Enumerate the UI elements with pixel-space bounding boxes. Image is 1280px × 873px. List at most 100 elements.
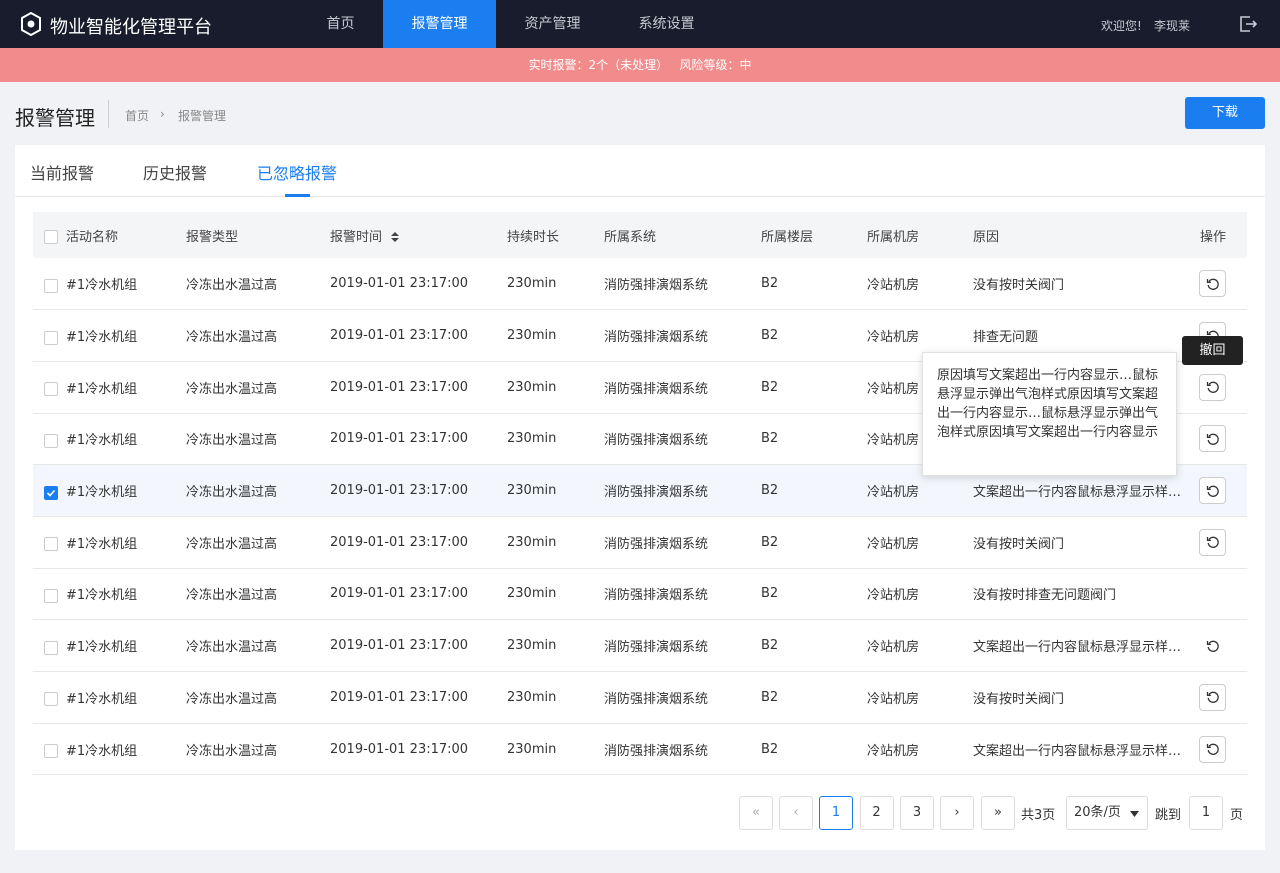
checkbox[interactable] bbox=[44, 433, 58, 448]
undo-button[interactable] bbox=[1199, 270, 1226, 298]
undo-icon bbox=[1206, 536, 1219, 549]
page-button[interactable]: ‹ bbox=[779, 796, 813, 830]
cell: 2019-01-01 23:17:00 bbox=[330, 619, 507, 672]
cell-text: B2 bbox=[761, 379, 779, 395]
nav-item[interactable]: 系统设置 bbox=[638, 16, 695, 32]
cell-text: 消防强排演烟系统 bbox=[604, 433, 709, 449]
page-total: 共3页 bbox=[1021, 808, 1056, 823]
cell: 230min bbox=[507, 413, 604, 466]
cell: 没有按时关阀门 bbox=[973, 258, 1190, 311]
cell: B2 bbox=[761, 361, 867, 414]
cell-text: 230min bbox=[507, 534, 557, 550]
logout-icon[interactable] bbox=[1238, 14, 1258, 34]
cell-text: 冷冻出水温过高 bbox=[186, 743, 278, 759]
cell-text: 消防强排演烟系统 bbox=[604, 381, 709, 397]
cell-text: 消防强排演烟系统 bbox=[604, 743, 709, 759]
cell-text: 230min bbox=[507, 586, 557, 602]
undo-button[interactable] bbox=[1199, 425, 1226, 453]
checkbox[interactable] bbox=[44, 230, 58, 244]
table-row: #1冷水机组 冷冻出水温过高 2019-01-01 23:17:00 230min 消防… bbox=[33, 516, 1247, 569]
cell: B2 bbox=[761, 258, 867, 311]
cell: 冷冻出水温过高 bbox=[186, 309, 330, 362]
cell: B2 bbox=[761, 568, 867, 621]
undo-button[interactable] bbox=[1199, 373, 1226, 401]
cell-text: 文案超出一行内容鼠标悬浮显示样… bbox=[973, 485, 1182, 501]
cell: 冷站机房 bbox=[867, 619, 973, 672]
cell: 冷站机房 bbox=[867, 723, 973, 776]
column-header: 所属系统 bbox=[604, 212, 761, 258]
table-row: #1冷水机组 冷冻出水温过高 2019-01-01 23:17:00 230min 消防… bbox=[33, 568, 1247, 621]
cell: 冷冻出水温过高 bbox=[186, 568, 330, 621]
checkbox[interactable] bbox=[44, 640, 58, 655]
cell-text: 冷站机房 bbox=[867, 278, 920, 294]
breadcrumb[interactable]: 首页 bbox=[125, 109, 150, 123]
column-title: 所属楼层 bbox=[761, 229, 814, 245]
undo-button[interactable] bbox=[1199, 528, 1226, 556]
checkbox[interactable] bbox=[44, 382, 58, 397]
column-title: 报警时间 bbox=[330, 229, 383, 245]
column-header: 所属机房 bbox=[867, 212, 973, 258]
checkbox[interactable] bbox=[44, 537, 58, 552]
checkbox[interactable] bbox=[44, 485, 58, 500]
checkbox[interactable] bbox=[44, 744, 58, 759]
checkbox[interactable] bbox=[44, 278, 58, 293]
checkbox[interactable] bbox=[44, 588, 58, 603]
jump-input[interactable]: 1 bbox=[1189, 796, 1223, 830]
cell-text: 2019-01-01 23:17:00 bbox=[330, 276, 469, 292]
tab[interactable]: 已忽略报警 bbox=[257, 164, 338, 183]
cell: 消防强排演烟系统 bbox=[604, 516, 761, 569]
nav-item[interactable]: 资产管理 bbox=[524, 16, 581, 32]
action-cell bbox=[1190, 723, 1247, 776]
column-title: 所属系统 bbox=[604, 229, 657, 245]
column-title: 活动名称 bbox=[66, 229, 119, 245]
tab-indicator bbox=[285, 194, 310, 197]
cell: B2 bbox=[761, 413, 867, 466]
page-unit: 页 bbox=[1230, 808, 1244, 823]
page-button[interactable]: 2 bbox=[859, 796, 894, 830]
page-button[interactable]: » bbox=[981, 796, 1015, 830]
page-button[interactable]: « bbox=[739, 796, 773, 830]
page-button[interactable]: › bbox=[940, 796, 974, 830]
breadcrumb-sep: › bbox=[160, 107, 165, 121]
cell-text: 消防强排演烟系统 bbox=[604, 278, 709, 294]
nav-item[interactable]: 报警管理 bbox=[383, 0, 496, 48]
column-header: 报警时间 bbox=[330, 212, 507, 258]
cell: 冷冻出水温过高 bbox=[186, 671, 330, 724]
welcome: 欢迎您! bbox=[1101, 19, 1142, 33]
undo-button[interactable] bbox=[1199, 477, 1226, 505]
page-button[interactable]: 1 bbox=[819, 796, 853, 830]
cell-text: B2 bbox=[761, 638, 779, 654]
cell-text: 排查无问题 bbox=[973, 330, 1039, 346]
sort-icon[interactable] bbox=[390, 231, 400, 243]
cell: 冷站机房 bbox=[867, 516, 973, 569]
nav-item[interactable]: 首页 bbox=[326, 16, 355, 32]
cell: B2 bbox=[761, 671, 867, 724]
cell-text: B2 bbox=[761, 741, 779, 757]
page-button[interactable]: 3 bbox=[900, 796, 934, 830]
cell: 230min bbox=[507, 258, 604, 311]
cell-text: 230min bbox=[507, 638, 557, 654]
cell-text: #1冷水机组 bbox=[66, 485, 138, 501]
column-header: 所属楼层 bbox=[761, 212, 867, 258]
alert-risk: 风险等级：中 bbox=[679, 58, 752, 72]
download-button[interactable]: 下载 bbox=[1185, 97, 1265, 129]
cell: 消防强排演烟系统 bbox=[604, 258, 761, 311]
undo-button[interactable] bbox=[1199, 632, 1226, 660]
undo-button[interactable] bbox=[1199, 735, 1226, 763]
action-tooltip: 撤回 bbox=[1182, 336, 1243, 365]
cell-text: 230min bbox=[507, 328, 557, 344]
column-header: 报警类型 bbox=[186, 212, 330, 258]
page-size-select[interactable]: 20条/页 bbox=[1066, 796, 1148, 830]
cell: 消防强排演烟系统 bbox=[604, 723, 761, 776]
column-title: 报警类型 bbox=[186, 229, 239, 245]
cell: #1冷水机组 bbox=[33, 568, 186, 621]
tab[interactable]: 历史报警 bbox=[143, 164, 208, 183]
cell: 冷冻出水温过高 bbox=[186, 723, 330, 776]
user-name[interactable]: 李现莱 bbox=[1154, 19, 1191, 33]
undo-button[interactable] bbox=[1199, 683, 1226, 711]
cell-text: 冷冻出水温过高 bbox=[186, 278, 278, 294]
checkbox[interactable] bbox=[44, 692, 58, 707]
tab[interactable]: 当前报警 bbox=[30, 164, 95, 183]
checkbox[interactable] bbox=[44, 330, 58, 345]
cell-text: #1冷水机组 bbox=[66, 691, 138, 707]
